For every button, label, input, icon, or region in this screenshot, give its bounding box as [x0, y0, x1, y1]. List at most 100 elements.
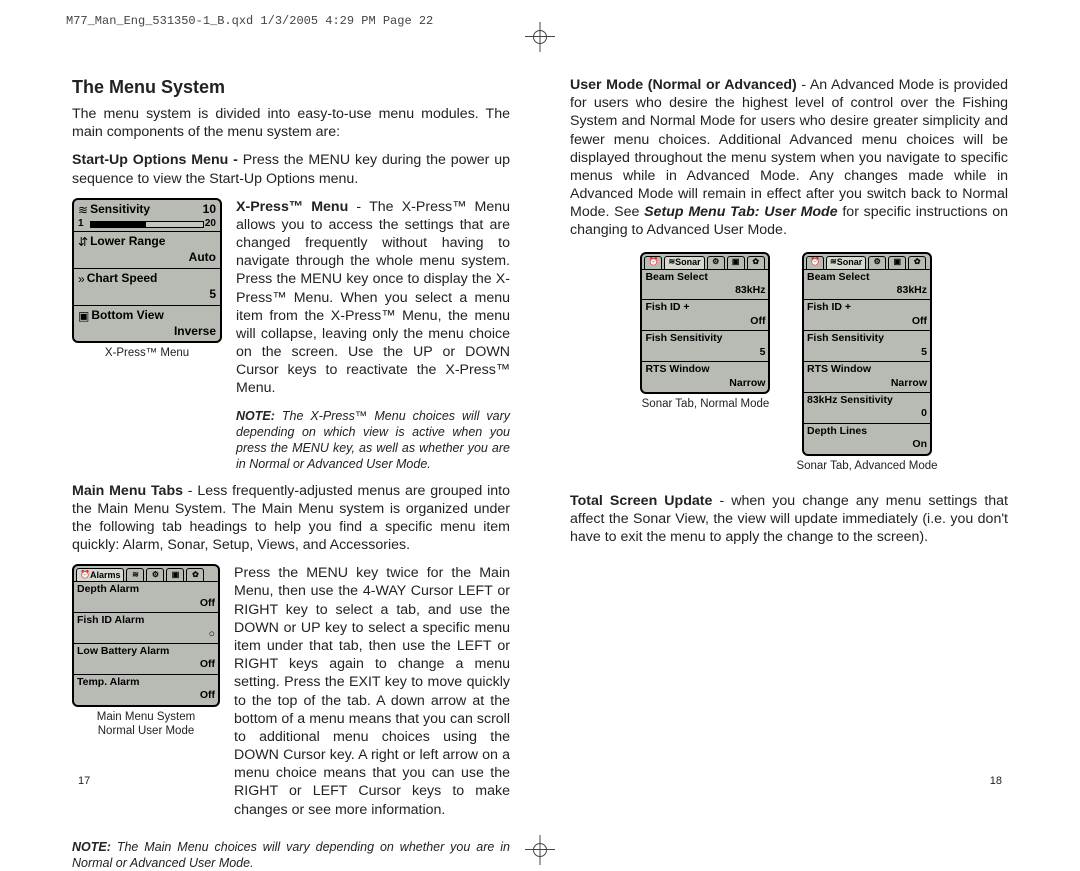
xpress-para: X-Press™ Menu - The X-Press™ Menu allows… — [236, 198, 510, 398]
acc-icon: ✿ — [192, 570, 199, 580]
lcd-item: ≋Sensitivity 10 1 20 — [74, 200, 220, 232]
lcd-item: Depth LinesOn — [804, 424, 930, 454]
mainmenu-row: ⏰Alarms ≋ ⚙ ▣ ✿ Depth AlarmOff Fish ID A… — [72, 564, 510, 828]
alarm-icon: ⏰ — [648, 257, 658, 267]
left-page: The Menu System The menu system is divid… — [72, 76, 510, 787]
slider-min: 1 — [78, 218, 84, 231]
xpress-note: NOTE: The X-Press™ Menu choices will var… — [236, 408, 510, 472]
tab-sonar: ≋ — [126, 568, 144, 581]
tsu-bold: Total Screen Update — [570, 493, 712, 509]
lcd-label: Beam Select — [807, 271, 869, 284]
setup-icon: ⚙ — [874, 257, 881, 267]
lcd-tabs: ⏰ ≋Sonar ⚙ ▣ ✿ — [642, 254, 768, 270]
lcd-label: Fish Sensitivity — [807, 332, 884, 345]
lcd-item: Fish Sensitivity5 — [642, 331, 768, 362]
lcd-value: Inverse — [78, 324, 216, 339]
page-spread: The Menu System The menu system is divid… — [72, 76, 1008, 787]
tab-setup: ⚙ — [146, 568, 164, 581]
tab-setup: ⚙ — [707, 256, 725, 269]
chart-speed-icon: » — [78, 272, 85, 287]
startup-para: Start-Up Options Menu - Press the MENU k… — [72, 151, 510, 187]
sonar-normal-figure: ⏰ ≋Sonar ⚙ ▣ ✿ Beam Select83kHz Fish ID … — [640, 252, 770, 412]
sonar-adv-lcd: ⏰ ≋Sonar ⚙ ▣ ✿ Beam Select83kHz Fish ID … — [802, 252, 932, 456]
sonar-normal-lcd: ⏰ ≋Sonar ⚙ ▣ ✿ Beam Select83kHz Fish ID … — [640, 252, 770, 395]
note-text: The Main Menu choices will vary dependin… — [72, 840, 510, 870]
tab-label: Sonar — [837, 257, 863, 269]
lcd-label: Temp. Alarm — [77, 676, 139, 689]
lcd-value: Off — [77, 597, 215, 610]
tab-label: Alarms — [90, 570, 121, 582]
sonar-adv-figure: ⏰ ≋Sonar ⚙ ▣ ✿ Beam Select83kHz Fish ID … — [796, 252, 937, 474]
usermode-bold: User Mode (Normal or Advanced) — [570, 77, 797, 93]
lcd-label: Bottom View — [91, 308, 163, 323]
lcd-item: Fish ID Alarm○ — [74, 613, 218, 644]
right-page: User Mode (Normal or Advanced) - An Adva… — [570, 76, 1008, 787]
note-bold: NOTE: — [72, 840, 111, 854]
lcd-value: Auto — [78, 250, 216, 265]
usermode-text: - An Advanced Mode is provided for users… — [570, 77, 1008, 220]
lcd-item: RTS WindowNarrow — [804, 362, 930, 393]
lcd-label: Fish Sensitivity — [645, 332, 722, 345]
intro-para: The menu system is divided into easy-to-… — [72, 105, 510, 141]
xpress-caption: X-Press™ Menu — [72, 347, 222, 361]
caption-line2: Normal User Mode — [98, 725, 195, 737]
sonar-icon: ≋ — [132, 570, 139, 580]
lcd-value: 0 — [807, 407, 927, 420]
xpress-text: - The X-Press™ Menu allows you to access… — [236, 199, 510, 397]
lcd-label: RTS Window — [807, 363, 871, 376]
tab-sonar: ≋Sonar — [664, 256, 704, 269]
tab-views: ▣ — [888, 256, 906, 269]
page-title: The Menu System — [72, 76, 510, 99]
tab-alarms: ⏰ — [806, 256, 824, 269]
lcd-label: Low Battery Alarm — [77, 645, 169, 658]
usermode-bold2: Setup Menu Tab: User Mode — [644, 204, 837, 220]
lcd-item: »Chart Speed 5 — [74, 269, 220, 306]
lcd-value: 5 — [807, 346, 927, 359]
lcd-item: ▣Bottom View Inverse — [74, 306, 220, 342]
lcd-value: Narrow — [807, 377, 927, 390]
tab-sonar: ≋Sonar — [826, 256, 866, 269]
lcd-item: ⇵Lower Range Auto — [74, 232, 220, 269]
lcd-label: Fish ID Alarm — [77, 614, 144, 627]
mainmenutabs-bold: Main Menu Tabs — [72, 483, 183, 499]
sonar-icon: ≋ — [830, 257, 837, 267]
lcd-item: Fish ID +Off — [804, 300, 930, 331]
tab-acc: ✿ — [908, 256, 926, 269]
print-header: M77_Man_Eng_531350-1_B.qxd 1/3/2005 4:29… — [66, 14, 433, 28]
tab-label: Sonar — [675, 257, 701, 269]
tab-views: ▣ — [727, 256, 745, 269]
note-bold: NOTE: — [236, 409, 275, 423]
xpress-lcd: ≋Sensitivity 10 1 20 ⇵Lower Range Auto — [72, 198, 222, 344]
lcd-value: 5 — [645, 346, 765, 359]
xpress-text-block: X-Press™ Menu - The X-Press™ Menu allows… — [236, 198, 510, 472]
lcd-value: On — [807, 438, 927, 451]
lcd-label: Sensitivity — [90, 202, 150, 217]
acc-icon: ✿ — [914, 257, 921, 267]
mainmenu-para: Press the MENU key twice for the Main Me… — [234, 564, 510, 818]
lcd-value: 5 — [78, 287, 216, 302]
lcd-tabs: ⏰Alarms ≋ ⚙ ▣ ✿ — [74, 566, 218, 582]
sonar-adv-caption: Sonar Tab, Advanced Mode — [796, 460, 937, 474]
alarm-icon: ⏰ — [810, 257, 820, 267]
lcd-item: Depth AlarmOff — [74, 582, 218, 613]
mainmenu-text-block: Press the MENU key twice for the Main Me… — [234, 564, 510, 828]
mainmenu-note: NOTE: The Main Menu choices will vary de… — [72, 839, 510, 871]
views-icon: ▣ — [172, 570, 180, 580]
lcd-value: Off — [645, 315, 765, 328]
acc-icon: ✿ — [752, 257, 759, 267]
lcd-value: 83kHz — [807, 284, 927, 297]
tab-alarms: ⏰ — [644, 256, 662, 269]
lcd-value: Off — [807, 315, 927, 328]
lcd-value: Off — [77, 689, 215, 702]
alarms-lcd: ⏰Alarms ≋ ⚙ ▣ ✿ Depth AlarmOff Fish ID A… — [72, 564, 220, 707]
xpress-figure: ≋Sensitivity 10 1 20 ⇵Lower Range Auto — [72, 198, 222, 361]
sonar-icon: ≋ — [668, 257, 675, 267]
alarm-icon: ⏰ — [80, 570, 90, 580]
mainmenu-figure: ⏰Alarms ≋ ⚙ ▣ ✿ Depth AlarmOff Fish ID A… — [72, 564, 220, 738]
lcd-label: Lower Range — [90, 234, 165, 249]
xpress-bold: X-Press™ Menu — [236, 199, 348, 215]
page-number-right: 18 — [990, 775, 1002, 787]
views-icon: ▣ — [893, 257, 901, 267]
bottom-view-icon: ▣ — [78, 309, 89, 324]
lcd-value: 83kHz — [645, 284, 765, 297]
